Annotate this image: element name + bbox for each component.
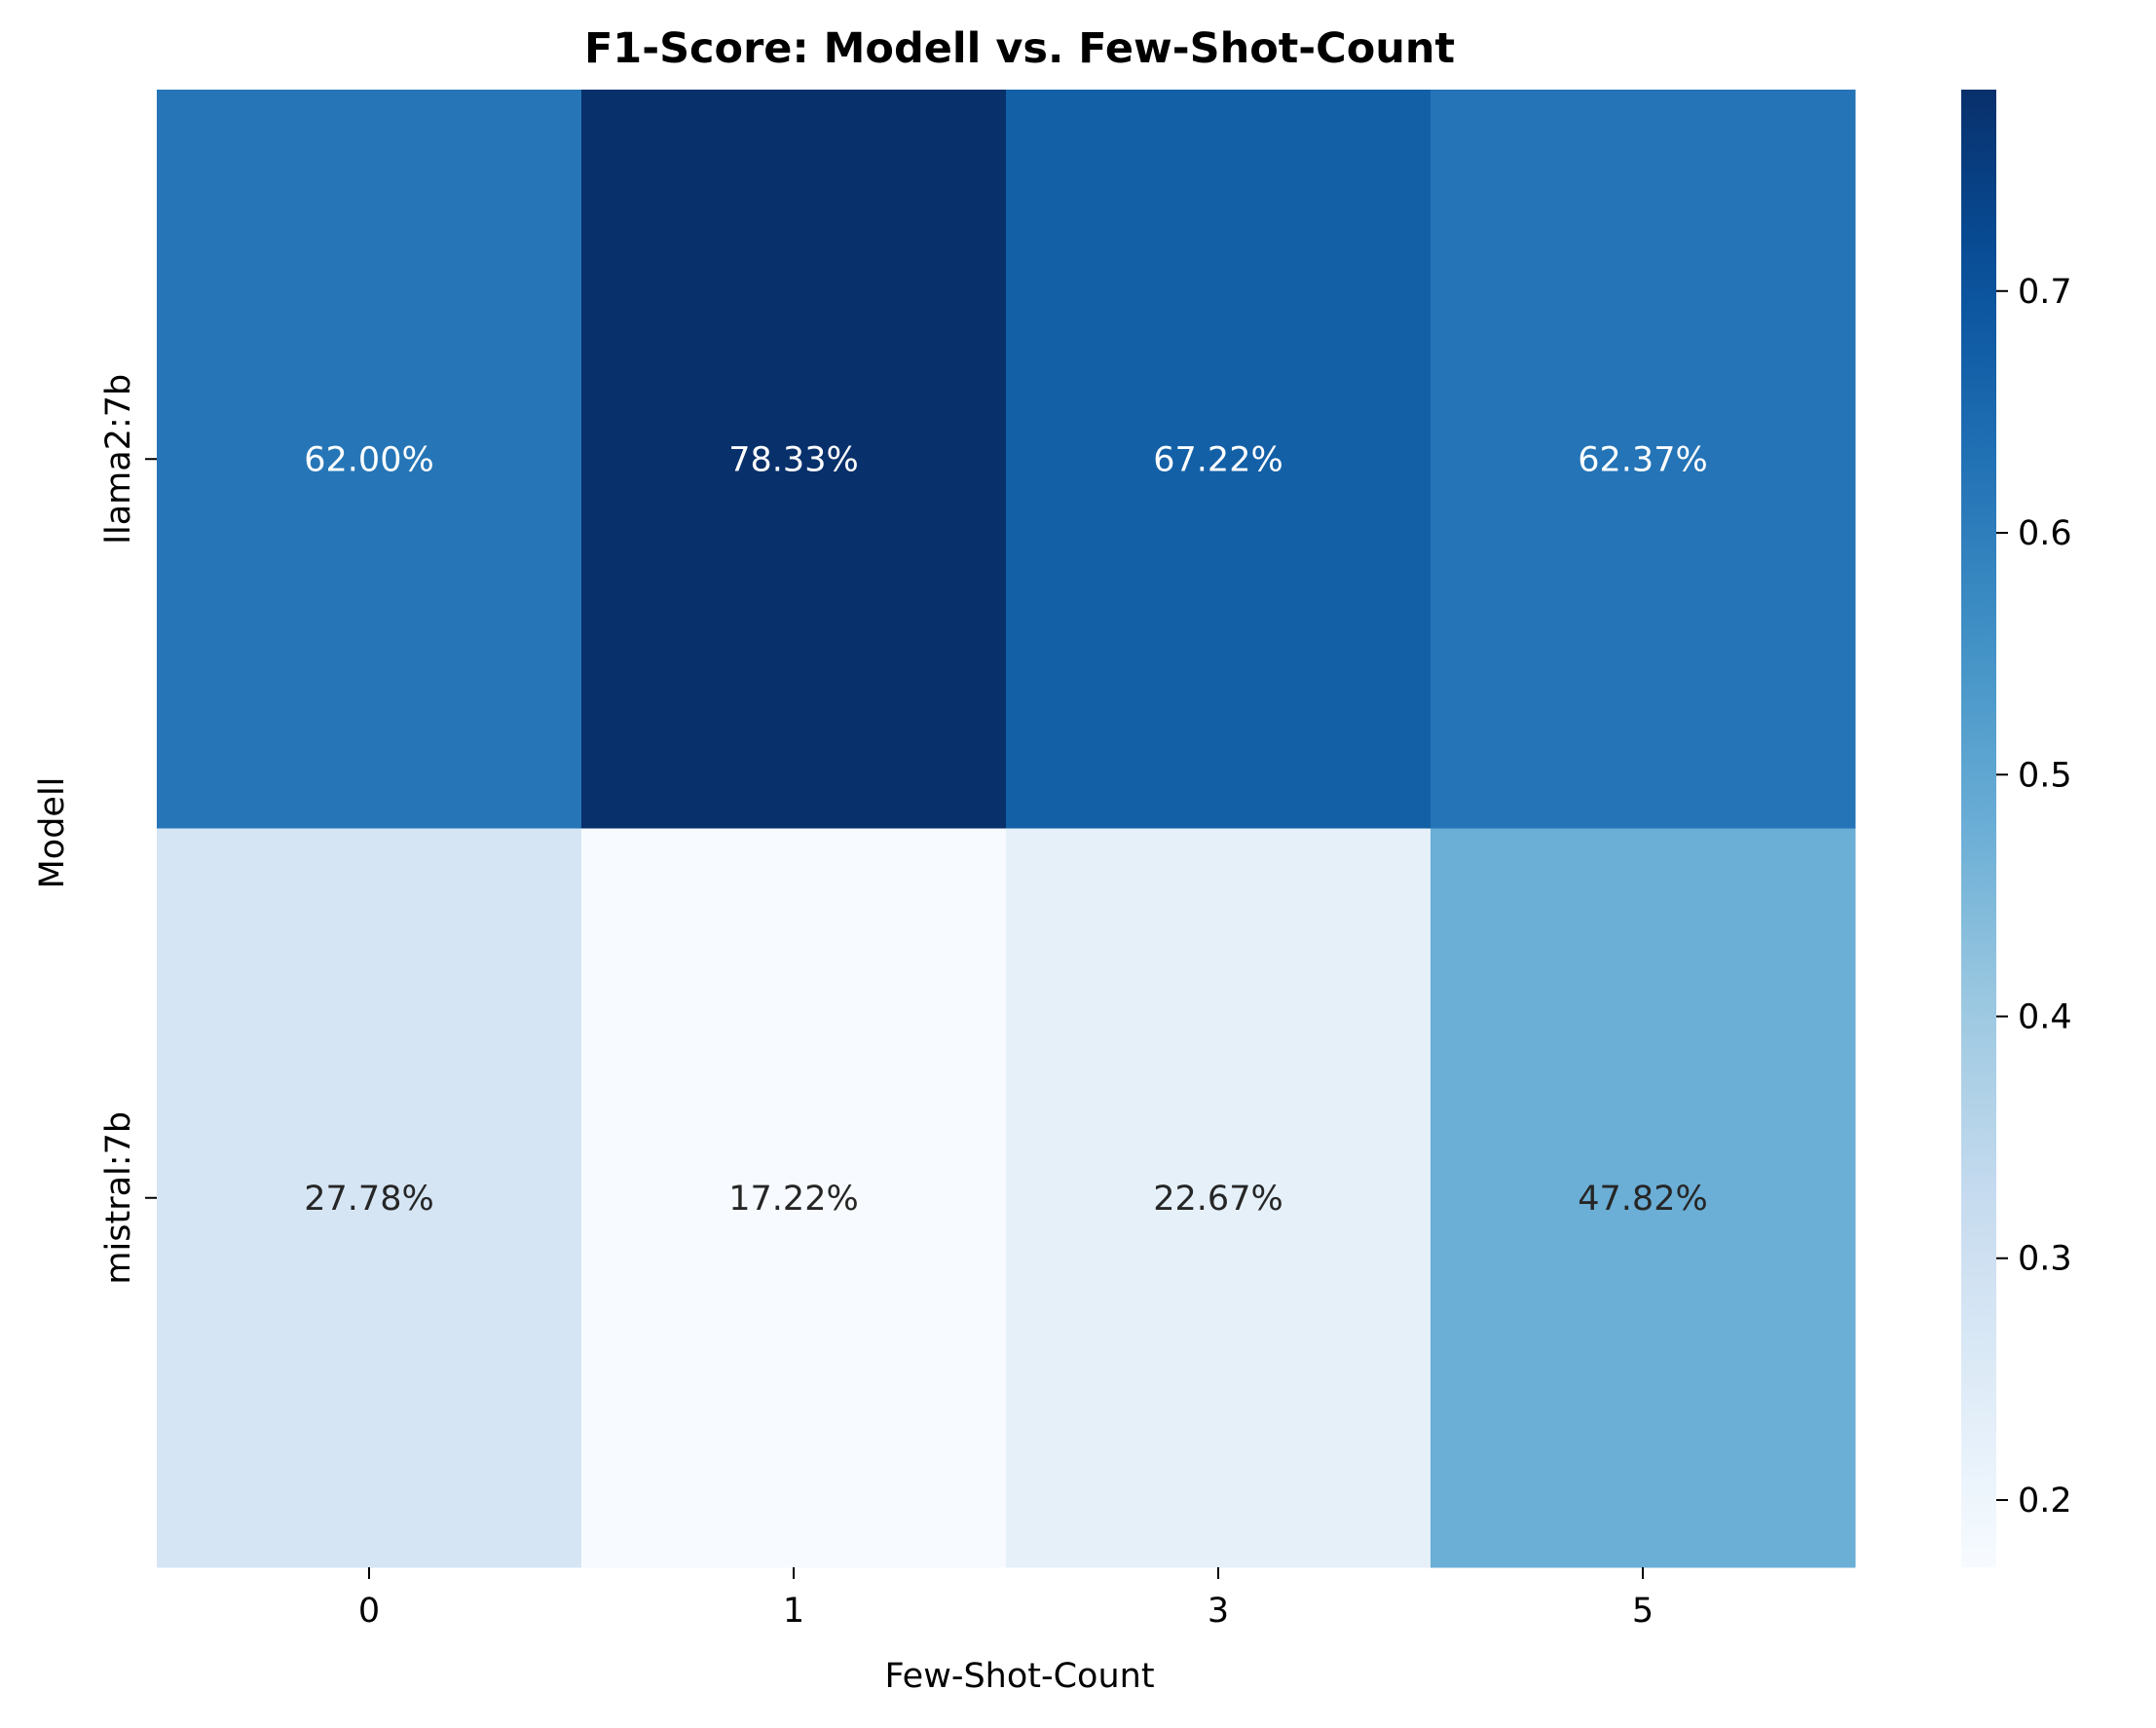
y-axis-label: Modell <box>33 777 72 889</box>
colorbar-tick-label: 0.2 <box>2018 1482 2072 1521</box>
colorbar-gradient <box>1961 90 1996 1567</box>
colorbar: 0.2 0.3 0.4 0.5 0.6 0.7 <box>1961 90 2072 1567</box>
heatmap-cell <box>1431 90 1856 829</box>
cell-value-label: 17.22% <box>728 1180 858 1219</box>
colorbar-tick-label: 0.6 <box>2018 514 2072 553</box>
cell-value-label: 78.33% <box>728 440 858 479</box>
x-tick-label: 3 <box>1208 1592 1229 1631</box>
heatmap-cell <box>157 828 582 1568</box>
cell-value-label: 22.67% <box>1153 1180 1282 1219</box>
x-tick-label: 0 <box>358 1592 380 1631</box>
cell-value-label: 47.82% <box>1578 1180 1707 1219</box>
x-axis-label: Few-Shot-Count <box>884 1657 1154 1696</box>
x-tick-label: 5 <box>1632 1592 1654 1631</box>
heatmap-cell <box>1006 828 1431 1568</box>
cell-value-label: 67.22% <box>1153 440 1282 479</box>
x-tick-label: 1 <box>783 1592 804 1631</box>
heatmap-cell <box>1006 90 1431 829</box>
heatmap-cell <box>581 90 1007 829</box>
heatmap-cell <box>1431 828 1856 1568</box>
colorbar-tick-label: 0.5 <box>2018 756 2072 795</box>
colorbar-tick-label: 0.7 <box>2018 273 2072 312</box>
cell-value-label: 27.78% <box>304 1180 433 1219</box>
y-tick-label: mistral:7b <box>99 1111 138 1285</box>
heatmap-cell <box>581 828 1007 1568</box>
heatmap-cells <box>157 90 1856 1568</box>
colorbar-tick-label: 0.3 <box>2018 1240 2072 1279</box>
heatmap-cell <box>157 90 582 829</box>
x-axis: 0 1 3 5 <box>358 1567 1654 1631</box>
cell-value-label: 62.37% <box>1578 440 1707 479</box>
cell-value-label: 62.00% <box>304 440 433 479</box>
y-axis: llama2:7b mistral:7b <box>99 374 157 1285</box>
y-tick-label: llama2:7b <box>99 374 138 545</box>
chart-title: F1-Score: Modell vs. Few-Shot-Count <box>584 24 1455 73</box>
heatmap-cell-labels: 62.00% 78.33% 67.22% 62.37% 27.78% 17.22% 22.6… <box>304 440 1707 1219</box>
colorbar-tick-label: 0.4 <box>2018 998 2072 1037</box>
